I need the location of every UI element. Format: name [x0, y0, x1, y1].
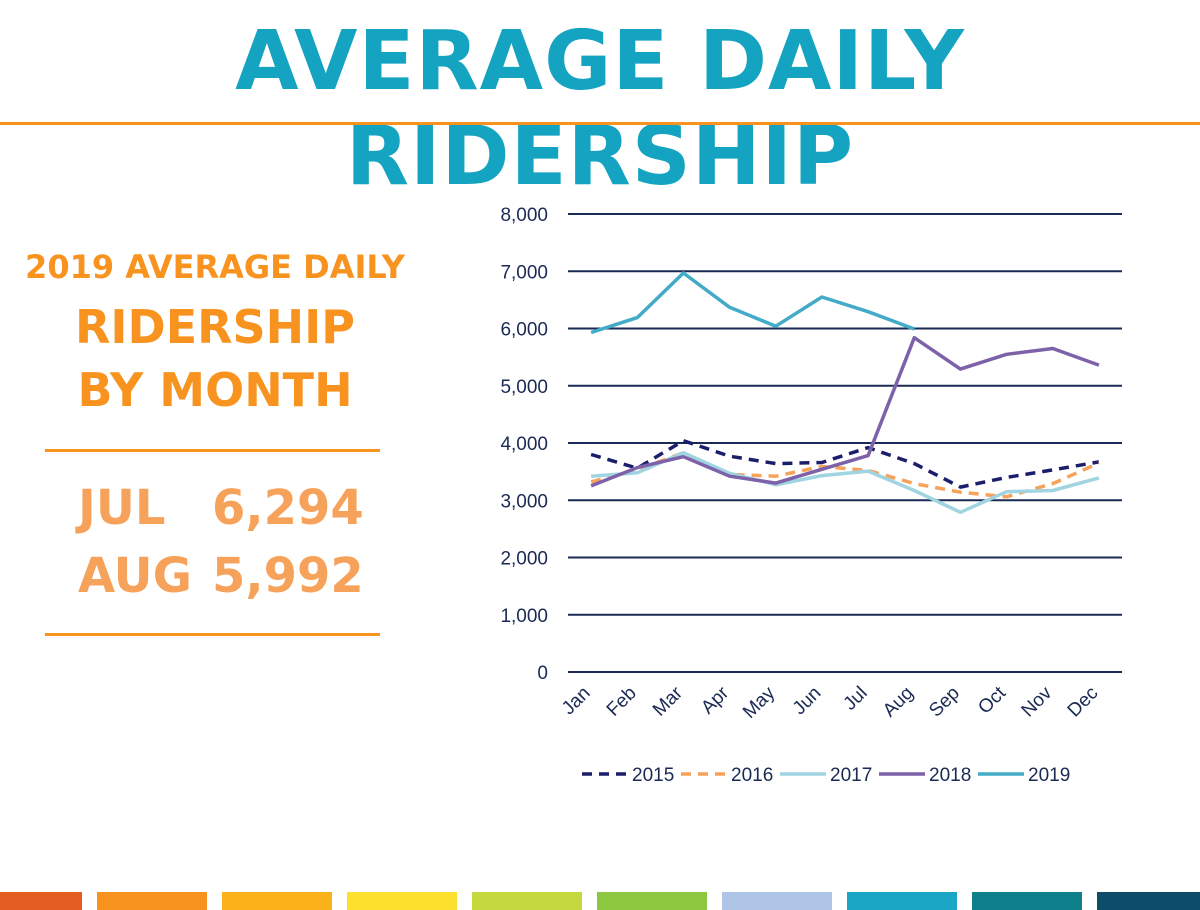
- x-tick-label: May: [739, 682, 780, 723]
- footer-color-block: [722, 892, 832, 910]
- x-tick-label: Aug: [879, 683, 918, 722]
- legend-label-2016: 2016: [731, 765, 773, 786]
- y-tick-label: 0: [537, 663, 548, 684]
- y-tick-label: 7,000: [500, 262, 548, 283]
- y-tick-label: 3,000: [500, 491, 548, 512]
- x-tick-label: Nov: [1018, 682, 1057, 721]
- x-tick-label: Apr: [697, 682, 733, 718]
- x-tick-label: Jul: [840, 683, 872, 715]
- x-tick-label: Mar: [649, 682, 687, 720]
- legend-label-2017: 2017: [830, 765, 872, 786]
- sidebar-divider-bottom: [45, 633, 380, 636]
- x-tick-label: Sep: [925, 683, 964, 722]
- y-tick-label: 1,000: [500, 606, 548, 627]
- y-tick-label: 8,000: [500, 205, 548, 226]
- footer-color-block: [847, 892, 957, 910]
- series-line-2017: [590, 450, 1100, 515]
- legend-label-2018: 2018: [929, 765, 971, 786]
- stat-value-aug: 5,992: [212, 548, 364, 604]
- footer-color-block: [222, 892, 332, 910]
- series-line-2018: [590, 335, 1100, 488]
- x-tick-label: Dec: [1064, 683, 1103, 722]
- footer-color-block: [972, 892, 1082, 910]
- legend-label-2015: 2015: [632, 765, 674, 786]
- y-tick-label: 6,000: [500, 320, 548, 341]
- series-line-2015: [590, 438, 1100, 489]
- legend-label-2019: 2019: [1028, 765, 1070, 786]
- x-tick-label: Jan: [558, 683, 595, 720]
- sidebar-divider-top: [45, 449, 380, 452]
- footer-color-block: [1097, 892, 1200, 910]
- stat-month-aug: AUG: [78, 548, 193, 604]
- x-tick-label: Jun: [789, 683, 826, 720]
- footer-color-block: [597, 892, 707, 910]
- footer-color-block: [472, 892, 582, 910]
- series-line-2019: [590, 271, 915, 335]
- footer-color-block: [0, 892, 82, 910]
- x-tick-label: Oct: [974, 682, 1010, 718]
- sidebar-heading-line3: BY MONTH: [77, 363, 353, 417]
- y-tick-label: 5,000: [500, 377, 548, 398]
- ridership-line-chart: 0 1,000 2,000 3,000 4,000 5,000 6,000 7,000 8,00…: [500, 205, 1122, 786]
- y-tick-label: 2,000: [500, 549, 548, 570]
- stat-month-jul: JUL: [78, 480, 166, 536]
- footer-color-block: [97, 892, 207, 910]
- footer-color-block: [347, 892, 457, 910]
- page-title: AVERAGE DAILY RIDERSHIP: [235, 14, 965, 204]
- sidebar-heading-line2: RIDERSHIP: [74, 300, 356, 354]
- sidebar-heading-line1: 2019 AVERAGE DAILY: [25, 248, 405, 286]
- x-tick-label: Feb: [603, 683, 641, 721]
- y-tick-label: 4,000: [500, 434, 548, 455]
- title-divider: [0, 122, 1200, 125]
- stat-value-jul: 6,294: [212, 480, 364, 536]
